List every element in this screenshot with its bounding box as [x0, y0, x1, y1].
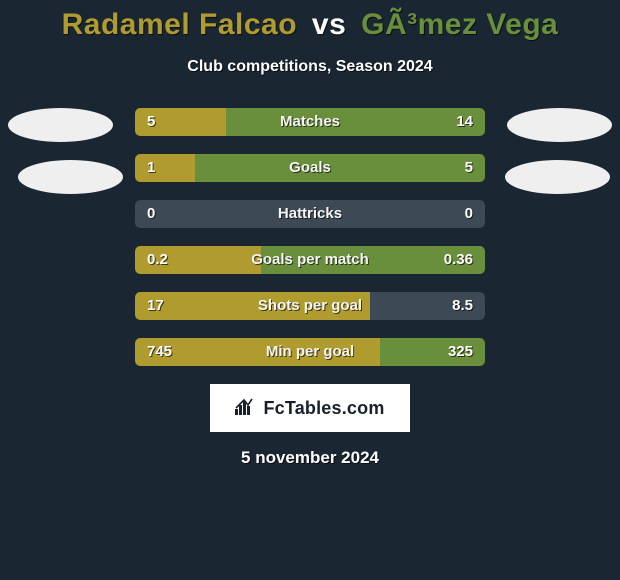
- stat-row-label: Goals: [135, 154, 485, 182]
- title-player2: GÃ³mez Vega: [361, 8, 558, 41]
- comparison-card: Radamel Falcao vs GÃ³mez Vega Club compe…: [0, 0, 620, 580]
- stat-row-label: Min per goal: [135, 338, 485, 366]
- fctables-logo-icon: [235, 397, 257, 420]
- team-badge-left-1: [8, 108, 113, 142]
- team-badge-left-2: [18, 160, 123, 194]
- subtitle: Club competitions, Season 2024: [0, 58, 620, 76]
- stat-row-label: Shots per goal: [135, 292, 485, 320]
- team-badge-right-2: [505, 160, 610, 194]
- stat-row-label: Goals per match: [135, 246, 485, 274]
- stat-row: 15Goals: [135, 154, 485, 182]
- page-title: Radamel Falcao vs GÃ³mez Vega: [0, 0, 620, 42]
- date: 5 november 2024: [0, 448, 620, 468]
- stat-row: 00Hattricks: [135, 200, 485, 228]
- title-player1: Radamel Falcao: [62, 8, 297, 41]
- stat-row: 514Matches: [135, 108, 485, 136]
- team-badge-right-1: [507, 108, 612, 142]
- attribution-box: FcTables.com: [210, 384, 410, 432]
- title-vs: vs: [312, 8, 346, 41]
- stat-row-label: Hattricks: [135, 200, 485, 228]
- stat-row: 745325Min per goal: [135, 338, 485, 366]
- stat-row: 0.20.36Goals per match: [135, 246, 485, 274]
- stat-row-label: Matches: [135, 108, 485, 136]
- stat-row: 178.5Shots per goal: [135, 292, 485, 320]
- chart-area: 514Matches 15Goals 00Hattricks 0.20.36Goals…: [0, 108, 620, 366]
- attribution-text: FcTables.com: [263, 398, 384, 419]
- stats-rows: 514Matches 15Goals 00Hattricks 0.20.36Goals…: [0, 108, 620, 366]
